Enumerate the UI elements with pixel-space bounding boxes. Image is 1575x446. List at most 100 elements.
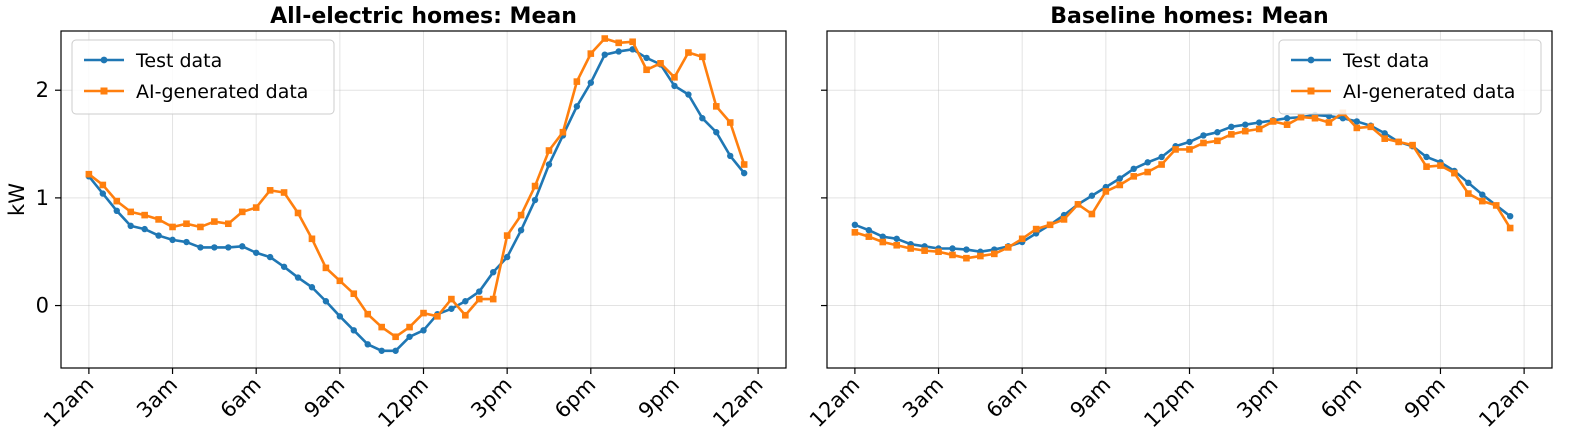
data-point-test — [183, 238, 190, 246]
data-point-test — [1228, 123, 1235, 131]
panel-baseline-homes: 12am 3am 6am 9am 12pm 3pm 6pm 9pm 12am Baseline h… — [805, 4, 1553, 432]
data-point-test — [448, 305, 455, 312]
data-point-test — [127, 222, 134, 230]
data-point-ai — [1283, 121, 1291, 128]
data-point-test — [392, 347, 399, 354]
data-point-test — [1158, 153, 1165, 161]
data-point-test — [1256, 119, 1263, 126]
data-point-ai — [183, 220, 190, 228]
data-point-ai — [489, 295, 497, 303]
data-point-ai — [308, 235, 316, 243]
y-tick-label: 1 — [36, 186, 49, 210]
data-point-test — [685, 91, 692, 98]
data-point-ai — [740, 161, 748, 168]
legend-label: AI-generated data — [1343, 81, 1515, 103]
data-point-ai — [211, 218, 218, 225]
data-point-ai — [378, 323, 385, 331]
data-point-test — [197, 244, 204, 251]
data-point-ai — [712, 103, 720, 110]
data-point-test — [280, 263, 288, 270]
data-point-test — [1479, 191, 1486, 198]
data-point-test — [893, 235, 900, 242]
data-point-ai — [601, 35, 609, 42]
data-point-ai — [1255, 125, 1263, 133]
data-point-test — [406, 333, 413, 340]
data-point-ai — [517, 211, 525, 219]
data-point-ai — [420, 309, 427, 317]
x-tick-label: 6pm — [550, 373, 600, 423]
data-point-ai — [1214, 137, 1221, 145]
x-tick-label: 3am — [132, 373, 182, 423]
data-point-ai — [629, 38, 636, 46]
data-point-test — [1214, 129, 1221, 136]
data-point-test — [155, 232, 162, 239]
data-point-ai — [475, 295, 483, 303]
data-point-ai — [1200, 139, 1207, 147]
data-point-ai — [141, 211, 148, 219]
data-point-test — [1353, 118, 1361, 125]
legend-box — [1278, 39, 1542, 115]
data-point-test — [252, 249, 260, 256]
data-point-ai — [1144, 168, 1151, 176]
data-point-ai — [921, 247, 928, 254]
data-point-test — [211, 244, 218, 251]
legend-marker-ai — [100, 87, 108, 95]
data-point-ai — [155, 216, 162, 223]
data-point-test — [671, 82, 678, 90]
legend-marker-ai — [1307, 87, 1315, 95]
data-point-ai — [1046, 221, 1054, 229]
data-point-ai — [726, 119, 734, 126]
data-point-ai — [392, 333, 399, 341]
data-point-ai — [893, 241, 901, 249]
data-point-ai — [1004, 244, 1012, 251]
legend-label: Test data — [1342, 50, 1429, 72]
series-line-ai — [854, 111, 1512, 260]
data-point-ai — [1116, 181, 1124, 189]
data-point-ai — [322, 264, 330, 272]
data-point-ai — [1269, 118, 1277, 125]
data-point-test — [601, 51, 608, 58]
data-point-test — [851, 221, 859, 229]
data-point-ai — [559, 128, 567, 136]
data-point-test — [308, 284, 316, 291]
data-point-ai — [935, 248, 942, 256]
x-tick-label: 6am — [982, 373, 1032, 423]
y-tick-label: 0 — [36, 294, 49, 318]
data-point-test — [239, 243, 246, 250]
data-point-ai — [503, 232, 511, 239]
data-point-test — [141, 225, 148, 233]
data-point-test — [322, 298, 330, 305]
data-point-test — [587, 79, 595, 86]
data-point-ai — [657, 60, 664, 67]
data-point-test — [336, 313, 344, 320]
data-point-test — [1339, 115, 1347, 122]
data-point-ai — [615, 39, 622, 47]
data-point-test — [1144, 159, 1151, 166]
data-point-ai — [699, 53, 706, 61]
data-point-ai — [865, 233, 873, 240]
data-point-ai — [1172, 146, 1179, 153]
data-point-ai — [1311, 114, 1319, 122]
data-point-ai — [225, 220, 232, 228]
data-point-ai — [238, 208, 246, 216]
data-point-test — [949, 245, 956, 252]
data-point-test — [462, 298, 469, 305]
x-tick-label: 9pm — [634, 373, 684, 423]
data-point-test — [1116, 175, 1123, 182]
data-point-test — [169, 236, 176, 244]
data-point-test — [517, 226, 525, 234]
data-point-test — [1088, 192, 1096, 199]
data-point-test — [113, 207, 120, 215]
data-point-test — [476, 288, 483, 295]
data-point-test — [727, 152, 734, 160]
legend-marker-test — [100, 56, 108, 64]
data-point-ai — [434, 313, 441, 320]
legend-marker-test — [1307, 56, 1315, 64]
data-point-test — [1283, 115, 1291, 122]
series-line-test — [854, 113, 1511, 254]
data-point-ai — [879, 238, 887, 246]
data-point-ai — [1186, 146, 1193, 153]
data-point-ai — [963, 254, 970, 262]
data-point-ai — [1492, 202, 1500, 209]
x-tick-label: 12am — [1474, 373, 1533, 432]
